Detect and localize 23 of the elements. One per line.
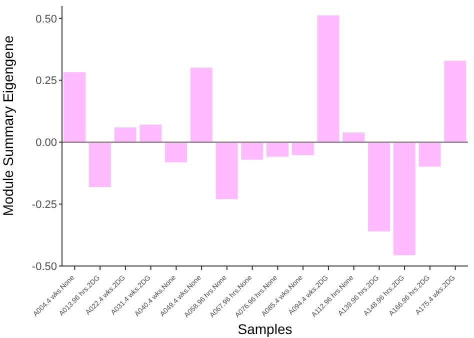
y-tick-label: -0.50 (32, 260, 57, 273)
y-tick-label: 0.00 (36, 137, 57, 150)
y-axis-title: Module Summary Eigengene (0, 35, 16, 216)
y-tick-label: -0.25 (32, 199, 57, 211)
bar (140, 124, 162, 142)
bar (444, 60, 466, 142)
bar (368, 142, 390, 232)
bar (190, 68, 212, 142)
bar (342, 132, 365, 142)
bar (393, 142, 416, 256)
bar (64, 72, 86, 142)
bar (266, 142, 289, 157)
bar (292, 142, 314, 156)
bar (114, 127, 136, 142)
y-tick-label: 0.25 (36, 75, 57, 88)
y-tick-label: 0.50 (36, 13, 57, 26)
bar (165, 142, 188, 162)
x-axis-title: Samples (238, 321, 292, 337)
bar (216, 142, 238, 200)
bar (241, 142, 264, 160)
bar (418, 142, 441, 166)
bar (88, 142, 111, 188)
bar (317, 15, 340, 142)
